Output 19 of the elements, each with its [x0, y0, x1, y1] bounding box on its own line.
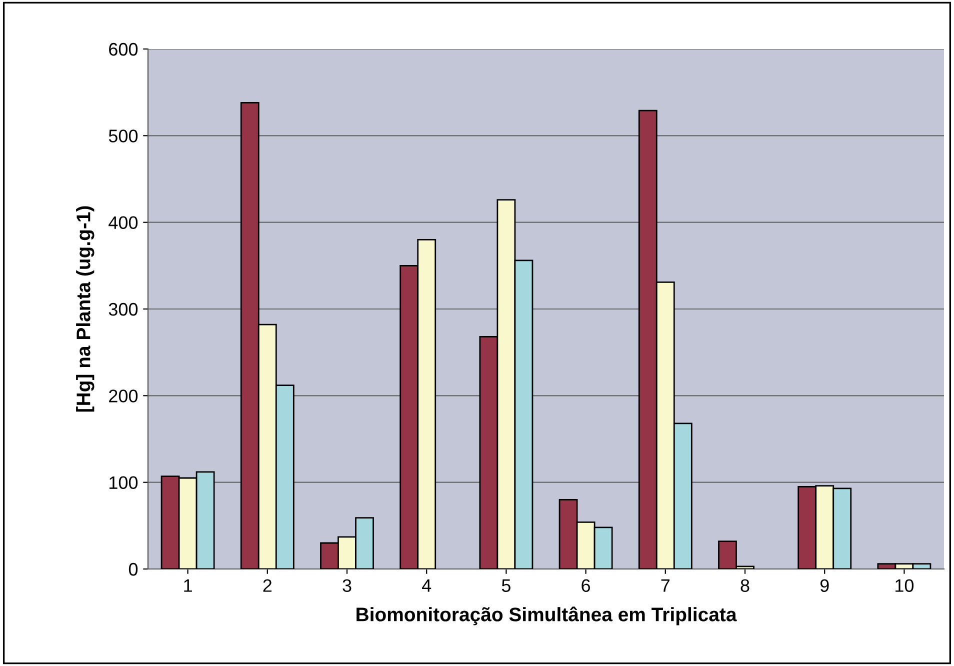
- y-tick-label: 400: [108, 216, 138, 230]
- x-tick-label: 3: [342, 579, 352, 592]
- x-tick-label: 7: [661, 579, 670, 592]
- x-axis-title: Biomonitoração Simultânea em Triplicata: [356, 606, 737, 626]
- x-tick-label: 1: [184, 579, 192, 592]
- y-tick-label: 0: [128, 562, 138, 576]
- y-tick-label: 600: [109, 42, 138, 56]
- y-tick-label: 100: [110, 476, 138, 490]
- x-tick-label: 10: [896, 579, 914, 592]
- y-tick-label: 300: [108, 302, 138, 316]
- x-tick-label: 2: [263, 579, 272, 592]
- y-tick-label: 500: [108, 130, 138, 142]
- x-tick-label: 8: [740, 579, 750, 592]
- x-tick-label: 9: [820, 579, 829, 592]
- x-tick-label: 4: [422, 579, 432, 592]
- y-axis-title: [Hg] na Planta (ug.g-1): [76, 206, 94, 412]
- y-tick-label: 200: [109, 390, 138, 402]
- x-tick-label: 5: [502, 579, 510, 592]
- x-tick-label: 6: [582, 579, 590, 592]
